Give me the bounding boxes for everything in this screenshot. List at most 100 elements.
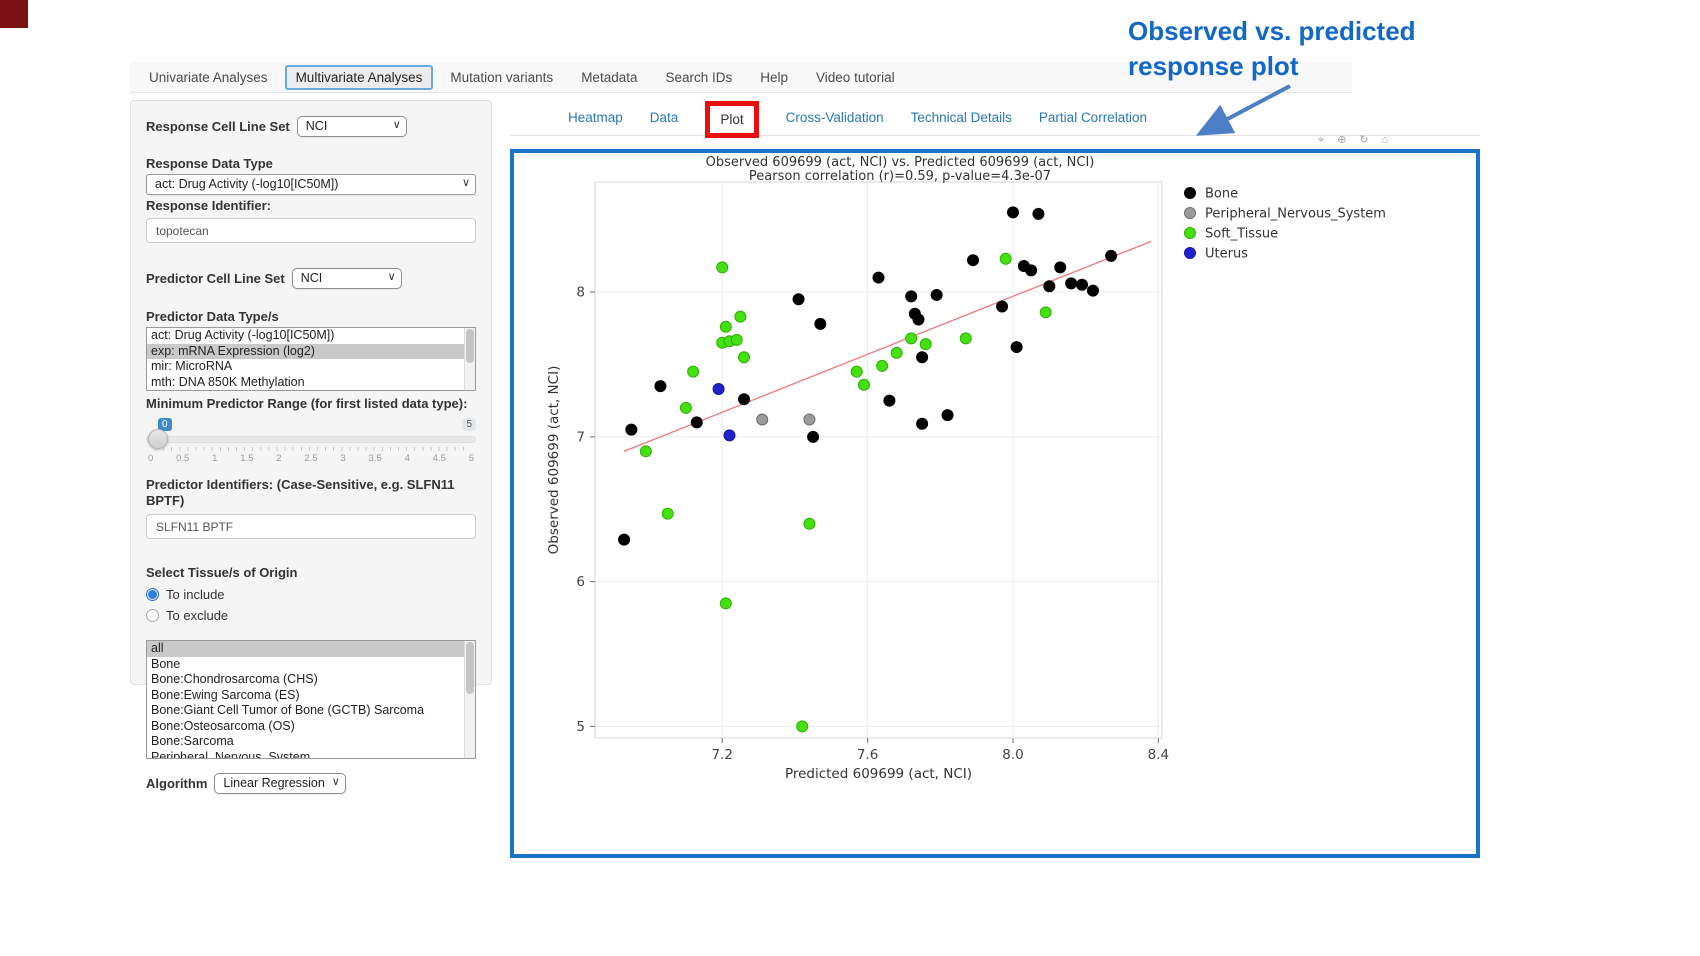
tissue-option[interactable]: Bone:Chondrosarcoma (CHS) xyxy=(151,672,318,686)
legend-label-soft_tissue[interactable]: Soft_Tissue xyxy=(1205,227,1278,242)
data-point-bone[interactable] xyxy=(967,254,979,267)
data-point-soft_tissue[interactable] xyxy=(639,445,652,458)
response-data-type-select[interactable]: act: Drug Activity (-log10[IC50M]) ∨ xyxy=(146,174,476,195)
legend-label-peripheral_nervous_system[interactable]: Peripheral_Nervous_System xyxy=(1205,207,1386,222)
slider-handle[interactable] xyxy=(148,429,168,449)
data-point-bone[interactable] xyxy=(996,300,1009,313)
predictor-data-type-option[interactable]: act: Drug Activity (-log10[IC50M]) xyxy=(151,328,335,342)
radio-to-include[interactable]: To include xyxy=(146,587,476,602)
legend-marker-soft_tissue[interactable] xyxy=(1184,227,1196,239)
scrollbar[interactable] xyxy=(464,328,475,390)
data-point-peripheral_nervous_system[interactable] xyxy=(803,413,816,426)
zoom-icon[interactable]: ⊕ xyxy=(1337,134,1347,146)
data-point-bone[interactable] xyxy=(1032,207,1045,220)
data-point-bone[interactable] xyxy=(916,351,929,364)
legend-marker-bone[interactable] xyxy=(1184,187,1196,199)
nav-tab-univariate-analyses[interactable]: Univariate Analyses xyxy=(149,69,268,85)
data-point-soft_tissue[interactable] xyxy=(719,320,732,333)
radio-to-exclude[interactable]: To exclude xyxy=(146,608,476,623)
data-point-bone[interactable] xyxy=(807,430,820,443)
predictor-identifiers-input[interactable] xyxy=(146,514,476,539)
data-point-soft_tissue[interactable] xyxy=(661,507,674,520)
data-point-soft_tissue[interactable] xyxy=(850,365,863,378)
data-point-bone[interactable] xyxy=(814,317,827,330)
nav-tab-mutation-variants[interactable]: Mutation variants xyxy=(450,69,554,85)
nav-tab-video-tutorial[interactable]: Video tutorial xyxy=(816,69,895,85)
data-point-bone[interactable] xyxy=(654,380,667,393)
data-point-bone[interactable] xyxy=(618,533,631,546)
tissue-option[interactable]: Bone:Ewing Sarcoma (ES) xyxy=(151,687,300,702)
data-point-soft_tissue[interactable] xyxy=(687,365,700,378)
data-point-bone[interactable] xyxy=(905,290,918,303)
content-tab-technical-details[interactable]: Technical Details xyxy=(910,110,1012,125)
content-tab-data[interactable]: Data xyxy=(649,110,679,125)
data-point-uterus[interactable] xyxy=(723,429,736,442)
predictor-data-type-option[interactable]: mth: DNA 850K Methylation xyxy=(151,374,305,389)
data-point-uterus[interactable] xyxy=(712,383,725,396)
nav-tab-multivariate-analyses[interactable]: Multivariate Analyses xyxy=(284,64,434,90)
data-point-soft_tissue[interactable] xyxy=(1039,306,1052,319)
content-tab-heatmap[interactable]: Heatmap xyxy=(568,110,623,125)
data-point-soft_tissue[interactable] xyxy=(803,517,816,530)
data-point-soft_tissue[interactable] xyxy=(730,333,743,346)
content-tab-partial-correlation[interactable]: Partial Correlation xyxy=(1038,110,1147,125)
data-point-soft_tissue[interactable] xyxy=(719,597,732,610)
tissue-option[interactable]: Bone:Giant Cell Tumor of Bone (GCTB) Sar… xyxy=(151,703,425,717)
data-point-soft_tissue[interactable] xyxy=(796,720,809,733)
algorithm-select[interactable]: Linear Regression ∨ xyxy=(214,773,346,794)
home-icon[interactable]: ⌂ xyxy=(1381,134,1389,146)
data-point-bone[interactable] xyxy=(1010,341,1023,354)
content-tab-plot[interactable]: Plot xyxy=(720,112,744,127)
data-point-bone[interactable] xyxy=(930,288,943,301)
response-cell-line-set-select[interactable]: NCI ∨ xyxy=(296,116,407,137)
data-point-bone[interactable] xyxy=(625,423,638,436)
predictor-data-type-option[interactable]: mir: MicroRNA xyxy=(151,359,233,373)
content-tab-cross-validation[interactable]: Cross-Validation xyxy=(785,110,884,125)
data-point-bone[interactable] xyxy=(1043,280,1056,293)
data-point-soft_tissue[interactable] xyxy=(738,351,751,364)
nav-tab-metadata[interactable]: Metadata xyxy=(581,69,638,85)
data-point-bone[interactable] xyxy=(872,271,885,284)
data-point-bone[interactable] xyxy=(792,293,805,306)
data-point-bone[interactable] xyxy=(883,394,896,407)
data-point-soft_tissue[interactable] xyxy=(716,261,729,274)
data-point-bone[interactable] xyxy=(1086,284,1099,297)
predictor-data-type-option[interactable]: exp: mRNA Expression (log2) xyxy=(147,343,475,359)
data-point-bone[interactable] xyxy=(1025,264,1038,277)
data-point-bone[interactable] xyxy=(1105,249,1118,262)
data-point-bone[interactable] xyxy=(941,409,954,422)
data-point-soft_tissue[interactable] xyxy=(919,338,932,351)
data-point-bone[interactable] xyxy=(1076,278,1089,291)
tissue-option[interactable]: all xyxy=(147,641,475,657)
legend-marker-uterus[interactable] xyxy=(1184,247,1196,259)
data-point-soft_tissue[interactable] xyxy=(959,332,972,345)
predictor-cell-line-set-select[interactable]: NCI ∨ xyxy=(291,268,402,289)
data-point-soft_tissue[interactable] xyxy=(876,359,889,372)
reset-axes-icon[interactable]: ↻ xyxy=(1359,134,1369,146)
data-point-bone[interactable] xyxy=(1006,206,1019,219)
data-point-soft_tissue[interactable] xyxy=(905,332,918,345)
data-point-bone[interactable] xyxy=(690,416,703,429)
tissue-option[interactable]: Bone:Osteosarcoma (OS) xyxy=(151,718,295,733)
data-point-soft_tissue[interactable] xyxy=(999,252,1012,265)
slider-track[interactable] xyxy=(146,436,476,443)
scrollbar[interactable] xyxy=(464,641,475,758)
response-identifier-input[interactable] xyxy=(146,218,476,243)
nav-tab-help[interactable]: Help xyxy=(760,69,789,85)
data-point-bone[interactable] xyxy=(1054,261,1067,274)
data-point-bone[interactable] xyxy=(916,417,929,430)
data-point-soft_tissue[interactable] xyxy=(679,401,692,414)
data-point-bone[interactable] xyxy=(1065,277,1078,290)
data-point-peripheral_nervous_system[interactable] xyxy=(756,413,769,426)
legend-label-bone[interactable]: Bone xyxy=(1205,187,1238,202)
data-point-soft_tissue[interactable] xyxy=(857,378,870,391)
camera-icon[interactable]: ⌖ xyxy=(1318,134,1325,146)
tissue-option[interactable]: Bone:Sarcoma xyxy=(151,734,234,748)
nav-tab-search-ids[interactable]: Search IDs xyxy=(665,69,733,85)
tissue-option[interactable]: Bone xyxy=(151,656,181,671)
legend-label-uterus[interactable]: Uterus xyxy=(1205,247,1248,262)
data-point-bone[interactable] xyxy=(738,393,751,406)
legend-marker-peripheral_nervous_system[interactable] xyxy=(1184,207,1196,219)
data-point-soft_tissue[interactable] xyxy=(890,346,903,359)
tissue-option[interactable]: Peripheral_Nervous_System xyxy=(151,749,311,759)
